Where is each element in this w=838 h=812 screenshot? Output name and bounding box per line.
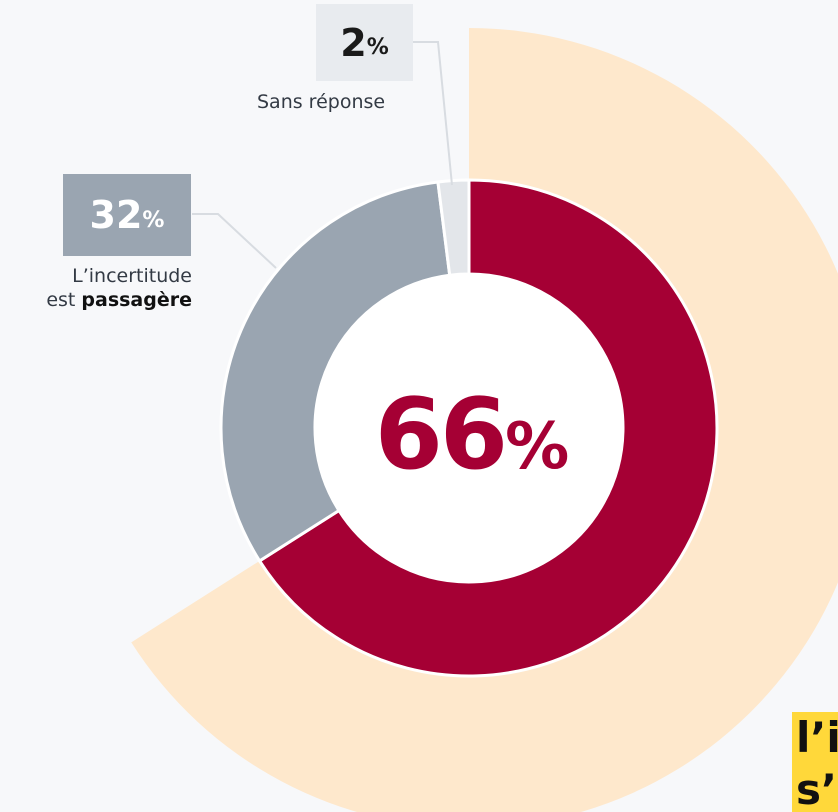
no-answer-value: 2 — [340, 20, 367, 65]
temporary-caption-line1: L’incertitude — [72, 265, 192, 287]
temporary-caption-line2: est passagère — [20, 288, 192, 312]
cropped-highlight-text: l’i s’ — [792, 712, 838, 812]
temporary-unit: % — [142, 207, 165, 233]
no-answer-unit: % — [366, 35, 389, 60]
no-answer-caption: Sans réponse — [257, 91, 386, 113]
cropped-text-line2: s’ — [792, 764, 838, 812]
temporary-caption-prefix: est — [46, 289, 82, 311]
temporary-value: 32 — [89, 193, 143, 237]
outer-highlight-ring — [131, 28, 838, 812]
cropped-text-line1: l’i — [792, 712, 838, 764]
donut-hole — [315, 274, 623, 582]
leader-line-temporary — [192, 213, 277, 269]
leader-line-no-answer — [412, 41, 453, 186]
center-value-unit: % — [505, 410, 570, 484]
center-value-number: 66 — [374, 378, 508, 492]
temporary-value-box: 32 % — [63, 174, 191, 256]
temporary-caption-bold: passagère — [81, 289, 192, 311]
donut-slices — [219, 178, 719, 678]
center-value: 66 % — [372, 378, 572, 492]
no-answer-value-box: 2 % — [316, 4, 413, 81]
temporary-caption: L’incertitude est passagère — [20, 264, 192, 312]
